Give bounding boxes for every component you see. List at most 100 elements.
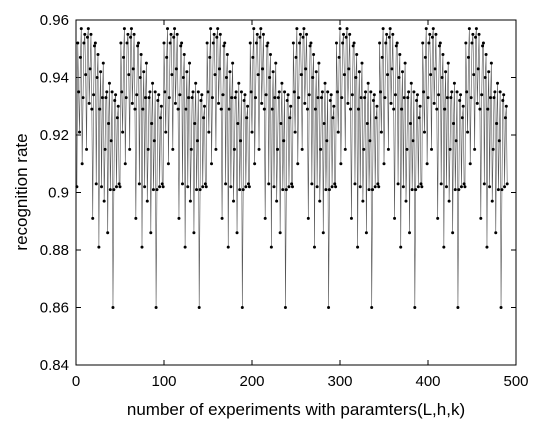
data-point (137, 182, 141, 186)
data-point (140, 245, 144, 249)
data-point (168, 41, 172, 45)
data-point (380, 55, 384, 59)
data-point (415, 99, 419, 102)
data-point (220, 216, 224, 220)
data-point (219, 107, 223, 111)
data-point (78, 130, 82, 134)
data-point (326, 90, 330, 94)
data-point (440, 76, 444, 79)
data-point (347, 67, 351, 71)
data-point (161, 185, 165, 189)
data-point (203, 182, 207, 186)
data-point (353, 182, 357, 186)
data-point (262, 107, 266, 111)
data-point (473, 147, 477, 151)
data-point (436, 216, 440, 220)
data-point (122, 55, 126, 59)
data-point (206, 90, 210, 94)
data-point (84, 73, 88, 77)
data-point (142, 70, 146, 74)
data-point (407, 90, 411, 94)
data-point (150, 122, 154, 125)
data-point (283, 90, 287, 94)
data-point (108, 188, 112, 192)
y-tick-label: 0.92 (40, 127, 69, 144)
data-point (124, 96, 128, 100)
data-point (134, 216, 138, 220)
data-point (373, 185, 377, 189)
data-point (446, 61, 450, 65)
data-point (359, 96, 363, 100)
data-point (345, 27, 349, 31)
data-point (277, 90, 281, 94)
data-point (315, 185, 319, 189)
data-point (75, 185, 79, 189)
data-point (268, 53, 272, 56)
data-point (337, 55, 341, 59)
data-point (181, 76, 185, 79)
data-point (90, 107, 94, 111)
data-series (75, 27, 509, 309)
data-point (180, 182, 184, 186)
data-point (107, 122, 111, 125)
data-point (416, 185, 420, 189)
data-point (422, 130, 426, 134)
data-point (413, 306, 417, 309)
data-point (501, 99, 505, 102)
x-tick-label: 100 (151, 373, 176, 390)
data-point (342, 32, 346, 36)
data-point (270, 107, 274, 111)
data-point (264, 93, 268, 97)
data-point (227, 107, 231, 111)
data-point (212, 32, 216, 36)
data-point (88, 67, 92, 71)
data-point (317, 61, 321, 65)
data-point (371, 188, 375, 192)
data-point (100, 185, 104, 189)
data-point (81, 96, 85, 100)
data-point (442, 245, 446, 249)
data-point (481, 41, 485, 45)
data-point (460, 116, 464, 120)
data-point (209, 27, 213, 31)
data-point (191, 90, 195, 94)
data-point (466, 55, 470, 59)
data-point (164, 130, 168, 134)
data-point (430, 147, 434, 151)
y-tick-label: 0.9 (48, 185, 69, 202)
data-point (127, 73, 131, 77)
data-point (132, 32, 136, 36)
data-point (388, 27, 392, 31)
data-point (167, 96, 171, 100)
data-point (313, 107, 317, 111)
data-point (224, 182, 228, 186)
data-point (78, 55, 82, 59)
data-point (287, 185, 291, 189)
data-point (86, 27, 90, 31)
data-point (99, 70, 103, 74)
data-point (261, 32, 265, 36)
data-point (130, 101, 134, 105)
data-point (360, 61, 364, 65)
data-point (324, 188, 328, 192)
data-point (155, 188, 159, 192)
data-point (482, 182, 486, 186)
data-point (303, 101, 307, 105)
data-point (98, 107, 102, 111)
data-point (403, 61, 407, 65)
data-point (231, 61, 235, 65)
data-point (369, 90, 373, 94)
data-point (193, 122, 197, 125)
data-point (367, 188, 371, 192)
x-tick-label: 400 (415, 373, 440, 390)
data-point (439, 182, 443, 186)
data-point (364, 231, 368, 235)
data-point (478, 107, 482, 111)
data-point (115, 116, 119, 120)
data-point (368, 139, 372, 143)
data-point (259, 27, 263, 31)
data-point (106, 231, 110, 235)
data-point (89, 32, 93, 36)
data-point (400, 107, 404, 111)
data-point (471, 32, 475, 36)
